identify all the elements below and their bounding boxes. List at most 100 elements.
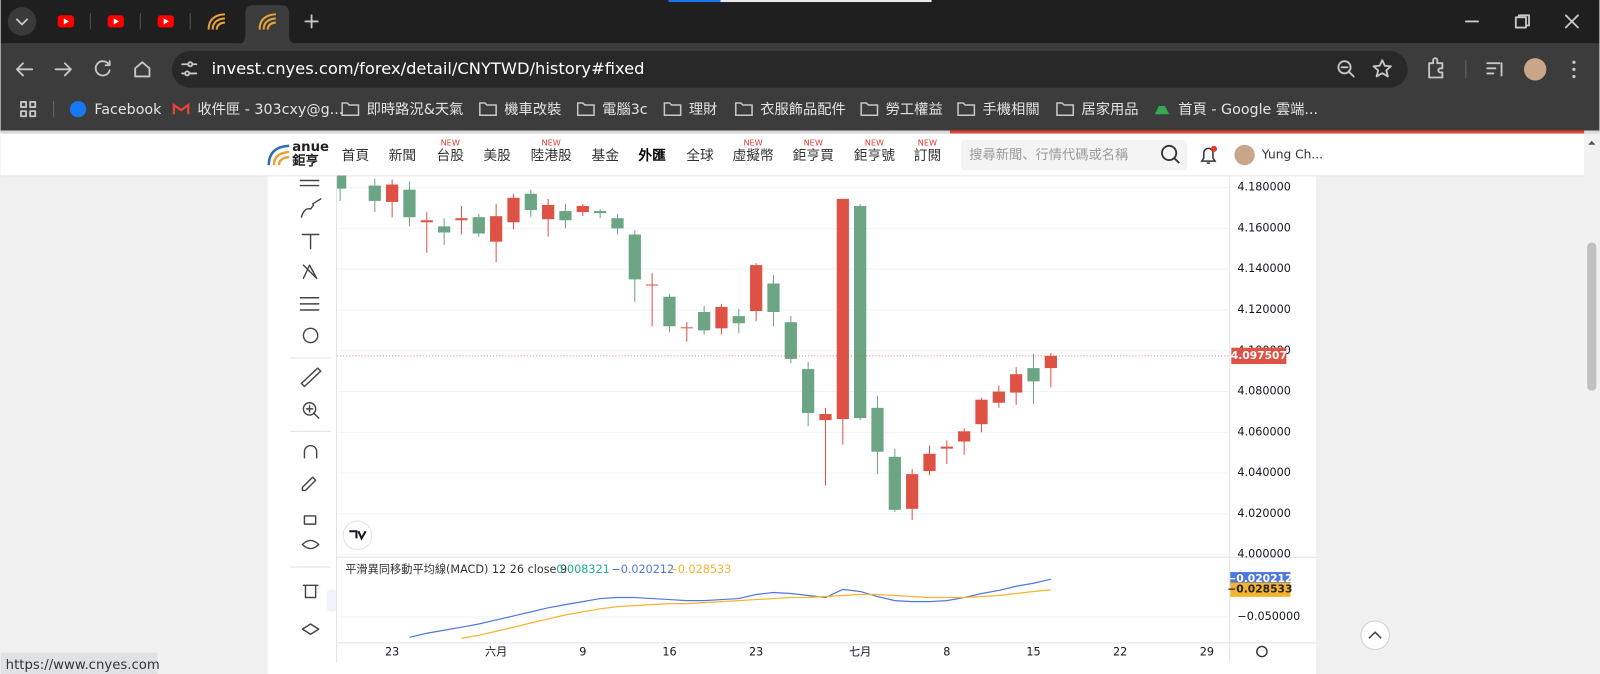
status-url: https://www.cnyes.com xyxy=(6,658,160,673)
nav-item[interactable]: 新聞 xyxy=(389,148,417,164)
user-name[interactable]: Yung Ch... xyxy=(1261,147,1323,161)
search-box[interactable] xyxy=(961,139,1188,171)
bookmark[interactable]: 首頁 - Google 雲端... xyxy=(1178,101,1318,118)
reload[interactable] xyxy=(94,60,111,77)
bookmark[interactable]: 勞工權益 xyxy=(886,101,943,118)
active-tab[interactable] xyxy=(237,5,298,44)
tab-icon xyxy=(113,18,119,25)
candle-body xyxy=(1027,368,1040,382)
nav-item[interactable]: 訂閱 xyxy=(914,148,942,164)
back[interactable] xyxy=(15,62,34,77)
tool-zoom[interactable] xyxy=(302,402,317,416)
extensions[interactable] xyxy=(1428,57,1444,79)
candle-body xyxy=(403,189,416,218)
bookmark[interactable]: 收件匣 - 303cxy@g... xyxy=(197,101,343,118)
tab-icon[interactable] xyxy=(207,13,226,30)
macd-title: 平滑異同移動平均線(MACD) 12 26 close 9 xyxy=(345,562,567,576)
tool-layers[interactable] xyxy=(301,623,320,635)
logo[interactable]: anue xyxy=(292,140,329,155)
nav-item[interactable]: 鉅亨買 xyxy=(793,147,835,164)
candle-body xyxy=(732,316,745,324)
tool-pattern[interactable] xyxy=(302,264,318,280)
tradingview-logo xyxy=(349,530,367,541)
apps[interactable] xyxy=(20,101,37,118)
tool-text[interactable] xyxy=(301,233,320,250)
bookmark[interactable]: 居家用品 xyxy=(1081,101,1138,118)
tab-search[interactable] xyxy=(7,7,37,36)
url[interactable]: invest.cnyes.com/forex/detail/CNYTWD/his… xyxy=(212,59,645,78)
collapse-toolbar[interactable] xyxy=(326,589,337,612)
tool-lock-draw[interactable] xyxy=(301,476,317,492)
nav-item[interactable]: 基金 xyxy=(591,147,619,164)
tab[interactable] xyxy=(107,15,124,28)
candle-body xyxy=(698,312,711,331)
nav-item[interactable]: 台股 xyxy=(436,148,464,164)
tab[interactable] xyxy=(157,15,174,28)
nav-item[interactable]: 首頁 xyxy=(342,148,370,164)
tool-ruler[interactable] xyxy=(300,367,322,388)
tool-lock[interactable] xyxy=(303,515,317,525)
menu[interactable] xyxy=(1572,60,1576,64)
new-tab[interactable] xyxy=(304,14,319,29)
tab[interactable] xyxy=(57,15,74,28)
candle-body xyxy=(594,211,607,214)
media[interactable] xyxy=(1486,62,1503,77)
tool-delete[interactable] xyxy=(302,584,319,599)
logo-mark xyxy=(267,144,290,166)
scrollbar-thumb[interactable] xyxy=(1587,242,1597,391)
bookmark[interactable]: 手機相關 xyxy=(983,101,1040,118)
candle-body xyxy=(975,399,988,425)
apps-icon xyxy=(20,110,27,118)
value-badge xyxy=(1230,582,1291,597)
tool-emoji[interactable] xyxy=(302,327,319,344)
search-icon[interactable] xyxy=(1161,144,1178,162)
nav-item[interactable]: 外匯 xyxy=(638,147,666,164)
y-tick-label: 4.040000 xyxy=(1237,466,1290,479)
tool-visibility[interactable] xyxy=(301,539,320,550)
user-avatar[interactable] xyxy=(1234,144,1255,166)
candle-body xyxy=(386,184,399,202)
candle-body xyxy=(802,369,815,413)
folder-icon xyxy=(576,102,595,116)
nav-item[interactable]: 鉅亨號 xyxy=(854,147,896,164)
nav-badge: NEW xyxy=(542,137,561,147)
tool-magnet[interactable] xyxy=(303,444,318,459)
candle-body xyxy=(628,234,641,280)
bookmark-star[interactable] xyxy=(1372,59,1392,78)
nav-item[interactable]: 美股 xyxy=(483,148,511,164)
candle-body xyxy=(888,456,901,510)
scroll-top[interactable] xyxy=(1360,620,1390,651)
logo[interactable]: 鉅亨 xyxy=(292,152,319,169)
scroll-up[interactable] xyxy=(1588,140,1596,145)
bookmark[interactable]: 衣服飾品配件 xyxy=(760,101,846,118)
bookmark[interactable]: 理財 xyxy=(689,101,718,118)
candle-body xyxy=(680,327,693,329)
bookmark[interactable]: Facebook xyxy=(94,102,162,118)
tool-fib[interactable] xyxy=(299,297,320,311)
candle-body xyxy=(906,474,919,509)
candle-body xyxy=(663,296,676,327)
profile[interactable] xyxy=(1523,58,1547,81)
tool-brush[interactable] xyxy=(300,198,322,218)
bookmark[interactable]: 即時路況&天氣 xyxy=(367,101,464,118)
site-settings[interactable] xyxy=(181,63,198,75)
candle-body xyxy=(923,453,936,472)
gmail-icon xyxy=(172,102,190,115)
folder-icon xyxy=(1056,102,1075,116)
settings[interactable] xyxy=(1256,645,1268,658)
nav-item[interactable]: 全球 xyxy=(686,147,714,164)
nav-item[interactable]: 虛擬幣 xyxy=(732,148,774,164)
tool-lines[interactable] xyxy=(299,179,320,187)
bookmark[interactable]: 機車改裝 xyxy=(504,101,561,118)
home[interactable] xyxy=(134,61,151,78)
nav-item[interactable]: 陸港股 xyxy=(531,148,573,164)
bookmark[interactable]: 電腦3c xyxy=(602,101,647,118)
zoom[interactable] xyxy=(1337,60,1352,75)
close[interactable] xyxy=(1564,14,1579,29)
address-bar[interactable] xyxy=(171,50,1408,88)
notifications[interactable] xyxy=(1200,147,1217,164)
value-badge-label: −0.020212 xyxy=(1227,572,1292,585)
candle-body xyxy=(958,431,971,442)
restore[interactable] xyxy=(1514,14,1530,29)
